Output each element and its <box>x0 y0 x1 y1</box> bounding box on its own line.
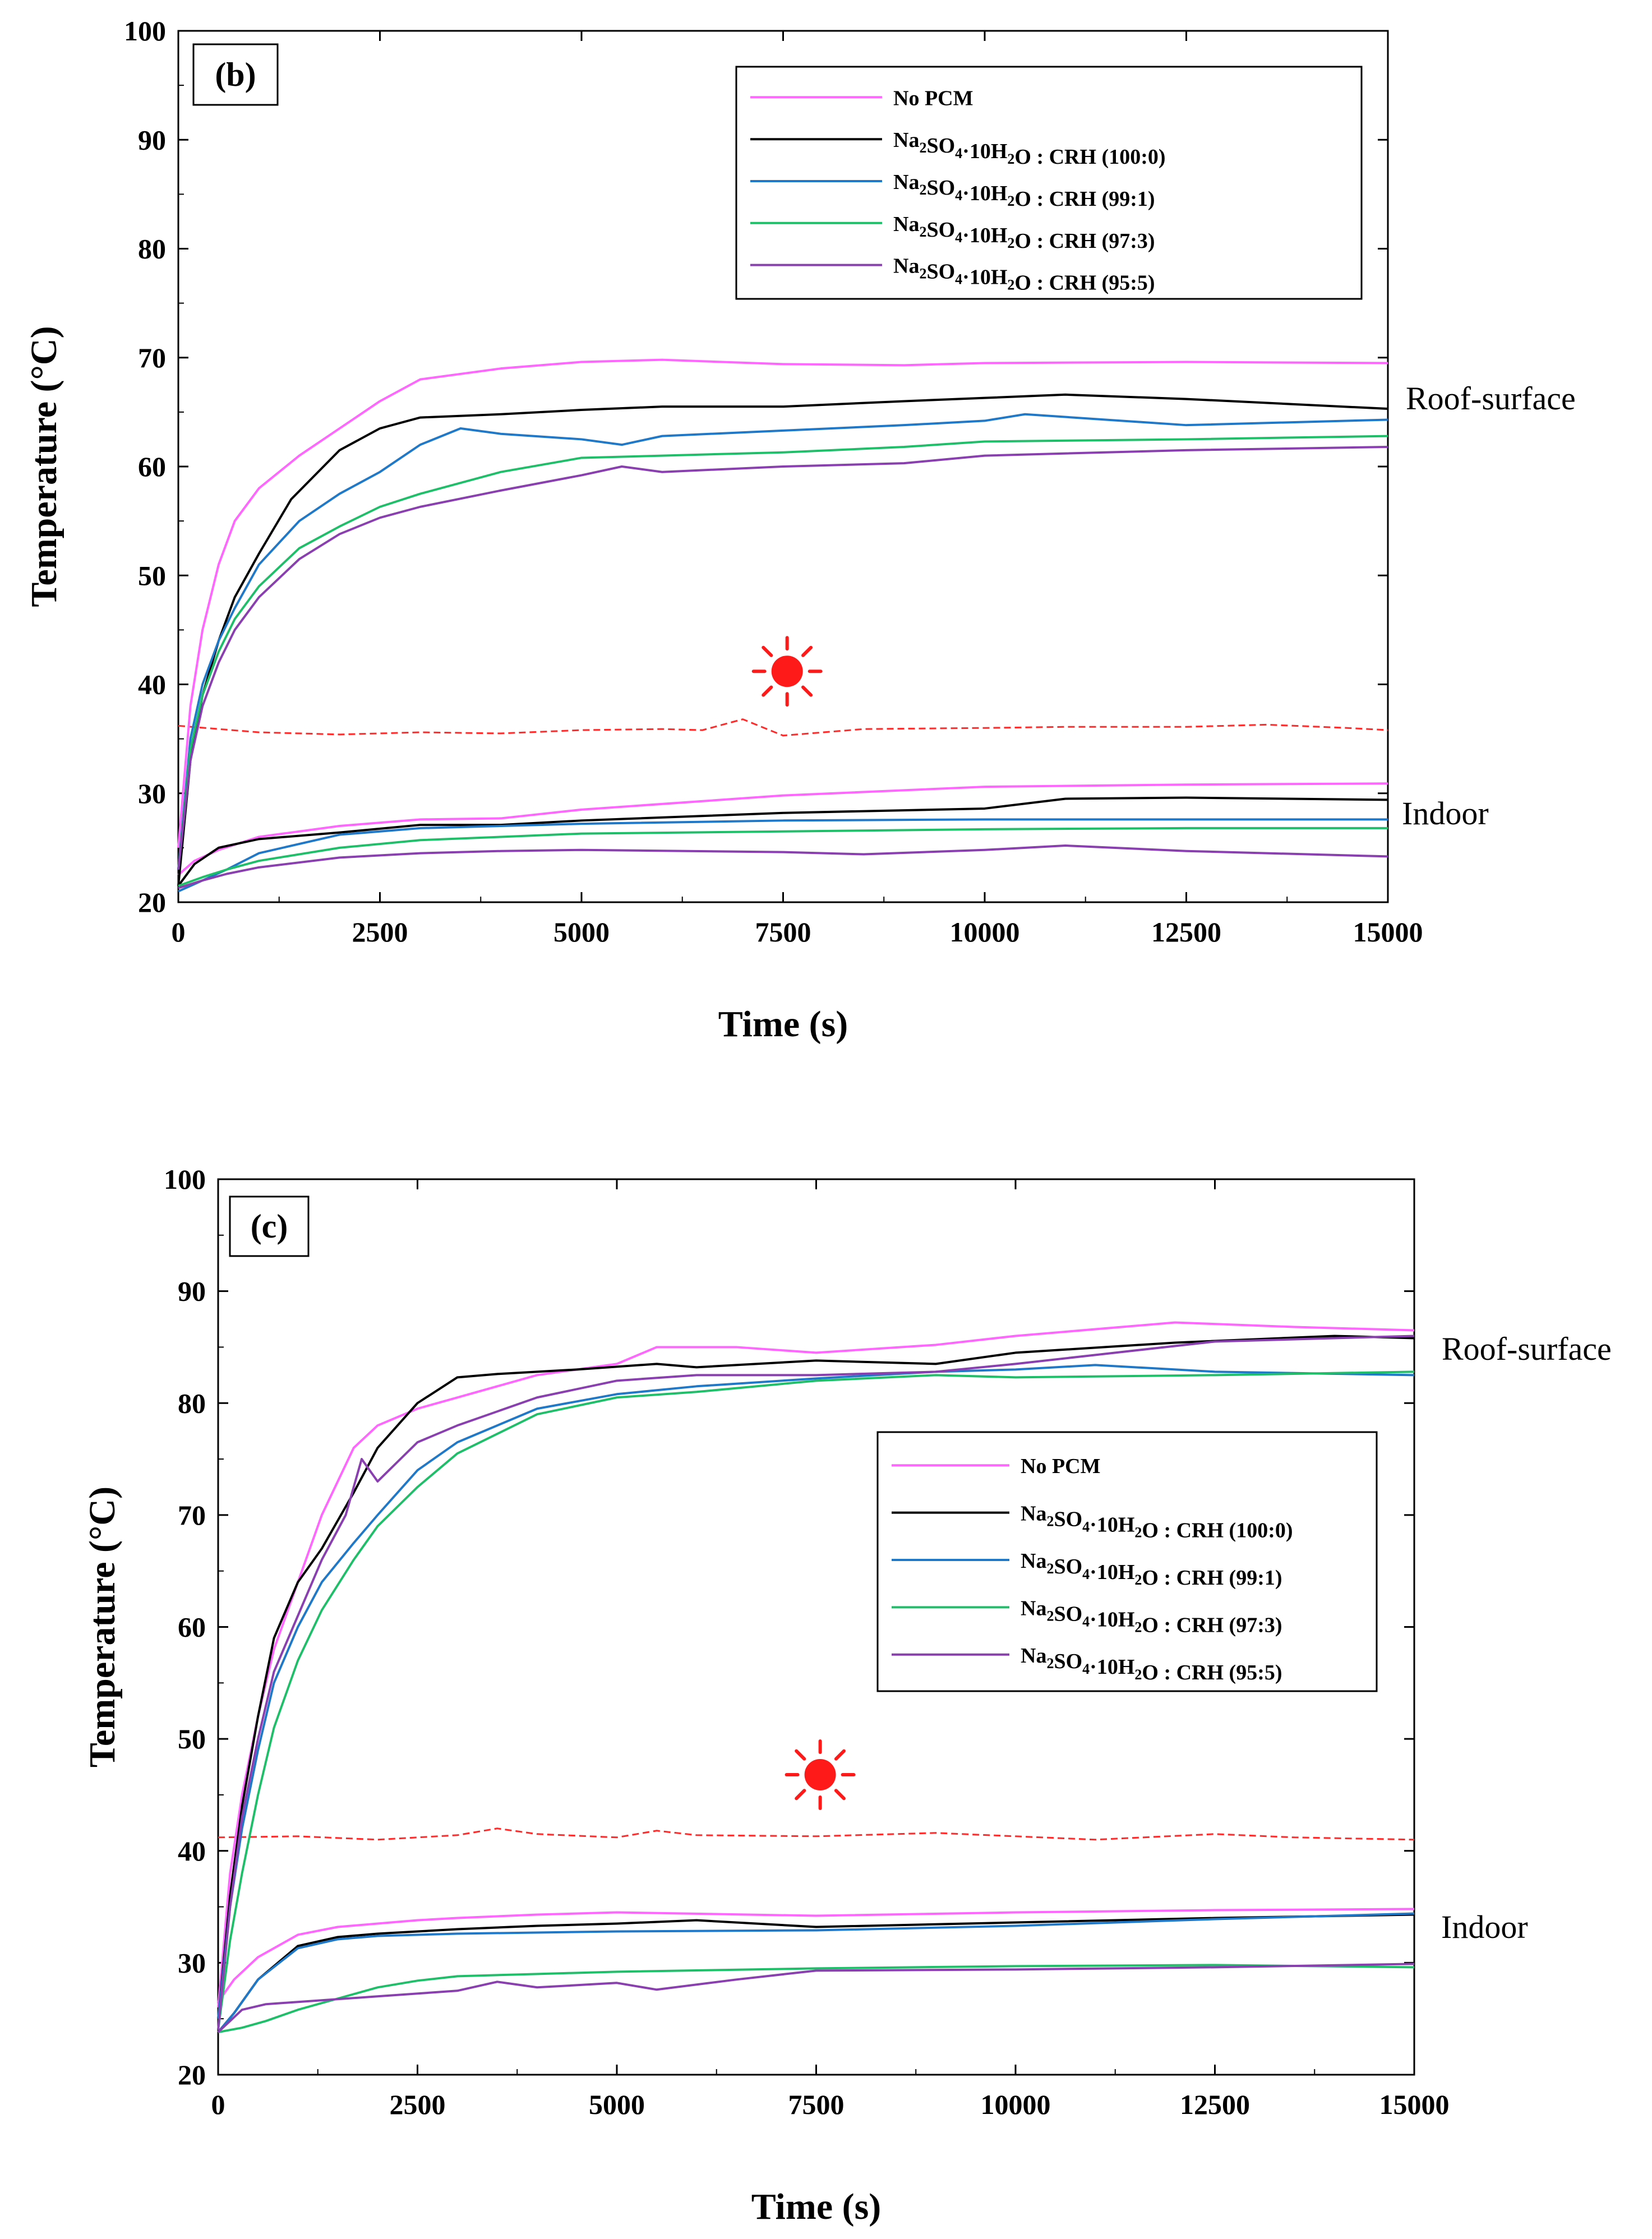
x-tick-label: 15000 <box>1379 2089 1450 2120</box>
series-line-indoor-0 <box>217 1908 1415 2003</box>
x-tick-label: 7500 <box>755 916 811 948</box>
x-tick-label: 5000 <box>589 2089 645 2120</box>
series-line-roof-2 <box>217 1364 1415 2019</box>
x-axis-title: Time (s) <box>751 2186 882 2227</box>
sun-icon <box>751 636 823 707</box>
y-tick-label: 40 <box>138 669 166 700</box>
legend-entry: Na2SO4·10H2O : CRH (95:5) <box>893 255 1155 295</box>
y-tick-label: 30 <box>138 778 166 809</box>
y-tick-label: 30 <box>178 1947 206 1978</box>
series-line-indoor-3 <box>218 1964 1415 2034</box>
panel-label-box <box>229 1195 310 1257</box>
chart-panel-b: 0 2500 5000 7500 10000 12500 15000 20 30 40 50 60 70… <box>24 15 1576 1045</box>
y-tick-label: 50 <box>138 560 166 591</box>
sun-ray <box>795 1789 806 1801</box>
roof-surface-label: Roof-surface <box>1406 380 1576 417</box>
x-axis-title: Time (s) <box>718 1004 848 1045</box>
x-tick-label: 15000 <box>1353 916 1423 948</box>
legend-entry: Na2SO4·10H2O : CRH (97:3) <box>893 213 1155 253</box>
x-tick-label: 10000 <box>950 916 1020 948</box>
sun-ray <box>762 645 773 657</box>
series-line-indoor-3 <box>178 827 1388 887</box>
y-tick-label: 20 <box>138 887 166 918</box>
y-tick-label: 60 <box>138 451 166 482</box>
roof-surface-label: Roof-surface <box>1442 1331 1612 1367</box>
y-tick-label: 80 <box>138 233 166 265</box>
series-line-indoor-1 <box>177 796 1388 887</box>
sun-icon <box>785 1739 856 1811</box>
indoor-label: Indoor <box>1402 795 1489 832</box>
series-line-roof-0 <box>177 358 1388 848</box>
legend-entry: Na2SO4·10H2O : CRH (95:5) <box>1021 1644 1282 1684</box>
y-tick-label: 40 <box>178 1835 206 1867</box>
legend-box <box>735 66 1363 300</box>
sun-ray <box>795 1749 806 1761</box>
x-tick-label: 7500 <box>788 2089 845 2120</box>
y-tick-label: 50 <box>178 1723 206 1755</box>
legend-entry: No PCM <box>1021 1455 1100 1478</box>
panel-label-box <box>192 43 279 106</box>
series-line-roof-3 <box>217 1370 1415 2030</box>
series-line-roof-1 <box>217 1335 1415 2019</box>
sun-ray <box>801 645 813 657</box>
y-tick-label: 70 <box>178 1499 206 1531</box>
legend: No PCM Na2SO4·10H2O : CRH (100:0) Na2SO4·1… <box>876 1431 1378 1692</box>
series-line-roof-3 <box>177 435 1388 870</box>
y-tick-label: 20 <box>178 2059 206 2090</box>
y-tick-label: 90 <box>178 1276 206 1307</box>
panel-label: (c) <box>251 1208 288 1245</box>
x-tick-label: 2500 <box>352 916 408 948</box>
series-line-indoor-4 <box>217 1963 1415 2033</box>
legend-entry: Na2SO4·10H2O : CRH (97:3) <box>1021 1596 1282 1637</box>
legend-box <box>876 1431 1378 1692</box>
y-axis-title: Temperature (°C) <box>24 326 64 607</box>
series-line-roof-4 <box>177 446 1388 870</box>
x-tick-label: 10000 <box>981 2089 1051 2120</box>
legend-entry: Na2SO4·10H2O : CRH (99:1) <box>893 170 1155 211</box>
indoor-label: Indoor <box>1441 1909 1528 1945</box>
x-tick-label: 0 <box>211 2089 225 2120</box>
y-tick-label: 100 <box>124 15 166 47</box>
chart-panel-c: 0 2500 5000 7500 10000 12500 15000 20 30 40 50 60 70… <box>82 1164 1612 2227</box>
sun-ray <box>834 1789 846 1801</box>
y-axis-title: Temperature (°C) <box>82 1486 123 1767</box>
series-line-roof-2 <box>177 413 1388 870</box>
x-tick-label: 0 <box>172 916 186 948</box>
panel-label: (b) <box>215 56 256 93</box>
x-tick-label: 5000 <box>553 916 610 948</box>
x-tick-label: 12500 <box>1151 916 1221 948</box>
sun-ray <box>762 685 773 697</box>
x-tick-label: 2500 <box>390 2089 446 2120</box>
series-line-indoor-1 <box>217 1913 1415 2033</box>
y-tick-label: 70 <box>138 342 166 373</box>
legend-entry: Na2SO4·10H2O : CRH (99:1) <box>1021 1549 1282 1590</box>
legend-entry: No PCM <box>893 86 973 110</box>
series-line-indoor-4 <box>178 844 1388 889</box>
y-tick-label: 60 <box>178 1612 206 1643</box>
series-line-roof-4 <box>217 1335 1415 2030</box>
x-tick-label: 12500 <box>1180 2089 1250 2120</box>
legend-entry: Na2SO4·10H2O : CRH (100:0) <box>1021 1502 1293 1543</box>
y-tick-label: 80 <box>178 1387 206 1419</box>
ambient-dashed-line <box>178 718 1388 737</box>
ambient-dashed-line <box>218 1827 1415 1841</box>
sun-ray <box>801 685 813 697</box>
y-tick-label: 90 <box>138 124 166 155</box>
sun-ray <box>834 1749 846 1761</box>
legend-entry: Na2SO4·10H2O : CRH (100:0) <box>893 128 1166 169</box>
sun-disc <box>771 655 803 687</box>
sun-disc <box>804 1759 836 1791</box>
series-line-indoor-2 <box>217 1912 1415 2033</box>
y-tick-label: 100 <box>164 1164 206 1195</box>
